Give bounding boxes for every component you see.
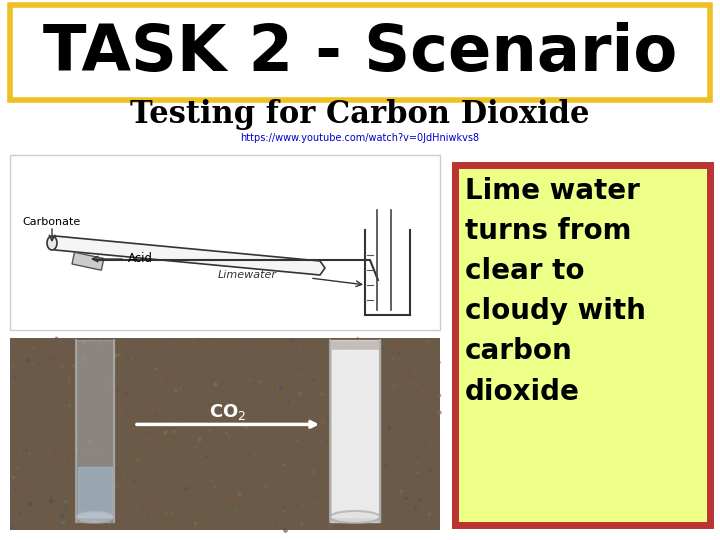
Bar — [10, 155, 440, 330]
Polygon shape — [330, 340, 380, 522]
Polygon shape — [76, 340, 114, 522]
Bar — [72, 252, 104, 270]
Ellipse shape — [47, 236, 57, 250]
Ellipse shape — [76, 511, 114, 523]
Bar — [455, 165, 710, 525]
Text: Carbonate: Carbonate — [22, 217, 80, 227]
Text: CO$_2$: CO$_2$ — [210, 402, 247, 422]
Polygon shape — [48, 236, 325, 275]
Text: Testing for Carbon Dioxide: Testing for Carbon Dioxide — [130, 99, 590, 131]
Text: Acid: Acid — [128, 253, 153, 266]
Ellipse shape — [330, 511, 380, 523]
Polygon shape — [332, 350, 378, 517]
Text: Limewater: Limewater — [218, 270, 277, 280]
Bar — [10, 5, 710, 100]
Polygon shape — [78, 467, 112, 517]
Text: https://www.youtube.com/watch?v=0JdHniwkvs8: https://www.youtube.com/watch?v=0JdHniwk… — [240, 133, 480, 143]
Bar — [10, 338, 440, 530]
Text: TASK 2 - Scenario: TASK 2 - Scenario — [43, 22, 677, 84]
Text: Lime water
turns from
clear to
cloudy with
carbon
dioxide: Lime water turns from clear to cloudy wi… — [465, 177, 646, 406]
